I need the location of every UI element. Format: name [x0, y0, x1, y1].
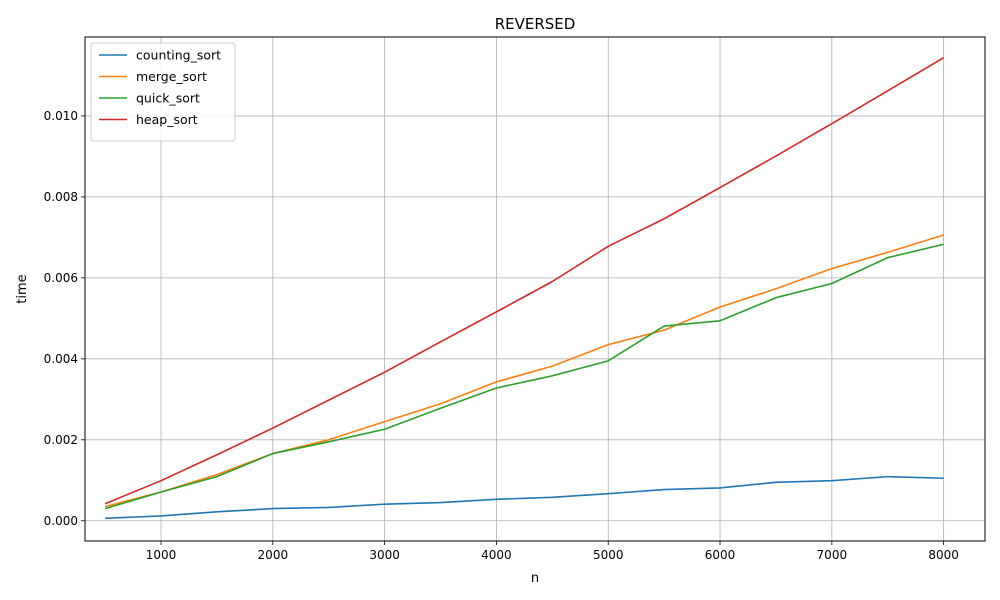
x-tick-label: 2000 [258, 548, 289, 562]
y-axis-ticks: 0.000 0.002 0.004 0.006 0.008 0.010 [44, 109, 85, 528]
x-axis-label: n [531, 571, 539, 586]
x-tick-label: 5000 [593, 548, 624, 562]
legend-label-quick-sort: quick_sort [136, 91, 200, 106]
y-tick-label: 0.002 [44, 433, 78, 447]
legend-label-heap-sort: heap_sort [136, 112, 198, 127]
x-tick-label: 4000 [481, 548, 512, 562]
x-tick-label: 6000 [705, 548, 736, 562]
legend-label-counting-sort: counting_sort [136, 48, 221, 63]
x-tick-label: 7000 [817, 548, 848, 562]
series-layer [104, 56, 945, 520]
legend-box [90, 42, 236, 142]
x-axis-ticks: 1000 2000 3000 4000 5000 6000 7000 8000 [146, 541, 959, 562]
x-tick-label: 3000 [369, 548, 400, 562]
y-tick-label: 0.004 [44, 352, 78, 366]
y-tick-label: 0.010 [44, 109, 78, 123]
grid [85, 37, 985, 541]
series-line-heap-sort [104, 56, 945, 505]
y-tick-label: 0.006 [44, 271, 78, 285]
y-tick-label: 0.008 [44, 190, 78, 204]
y-axis-label: time [15, 274, 30, 303]
legend: counting_sort merge_sort quick_sort heap_so… [90, 42, 236, 142]
x-tick-label: 8000 [928, 548, 959, 562]
x-tick-label: 1000 [146, 548, 177, 562]
series-line-merge-sort [104, 234, 944, 508]
y-tick-label: 0.000 [44, 514, 78, 528]
series-line-counting-sort [105, 475, 944, 520]
plot-frame [84, 36, 986, 542]
series-line-quick-sort [104, 243, 944, 510]
legend-label-merge-sort: merge_sort [136, 69, 207, 84]
chart-title: REVERSED [495, 15, 576, 33]
